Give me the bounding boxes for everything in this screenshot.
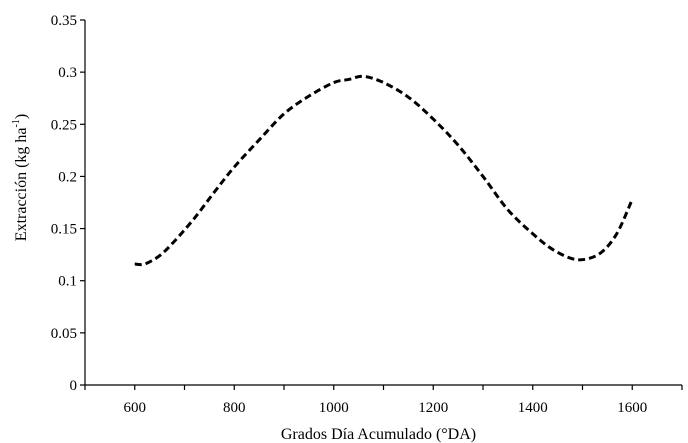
y-axis-title-superscript: -1 [11,119,22,127]
x-ticks: 600 800 1000 1200 1400 1600 [84,385,683,416]
y-tick-label: 0.25 [51,117,77,133]
x-tick-label: 800 [223,400,246,416]
x-tick-label: 1600 [617,400,647,416]
y-tick-label: 0.2 [58,169,77,185]
y-tick-label: 0.3 [58,65,77,81]
axes [84,20,682,386]
series-line [134,74,634,267]
x-tick-label: 1000 [319,400,349,416]
y-tick-label: 0.05 [51,326,77,342]
y-tick-label: 0.15 [51,222,77,238]
y-axis-title-main: Extracción (kg ha [13,127,30,241]
y-tick-label: 0.1 [58,274,77,290]
y-ticks: 0 0.05 0.1 0.15 0.2 0.25 0.3 0.35 [51,13,85,394]
x-axis-title: Grados Día Acumulado (°DA) [281,426,476,443]
y-axis-title: Extracción (kg ha-1) [11,114,30,241]
series-layer [134,74,634,267]
x-tick-label: 1400 [518,400,548,416]
x-tick-label: 1200 [418,400,448,416]
y-tick-label: 0 [70,378,78,394]
x-tick-label: 600 [124,400,147,416]
y-axis-title-end: ) [13,114,30,119]
y-tick-label: 0.35 [51,13,77,29]
